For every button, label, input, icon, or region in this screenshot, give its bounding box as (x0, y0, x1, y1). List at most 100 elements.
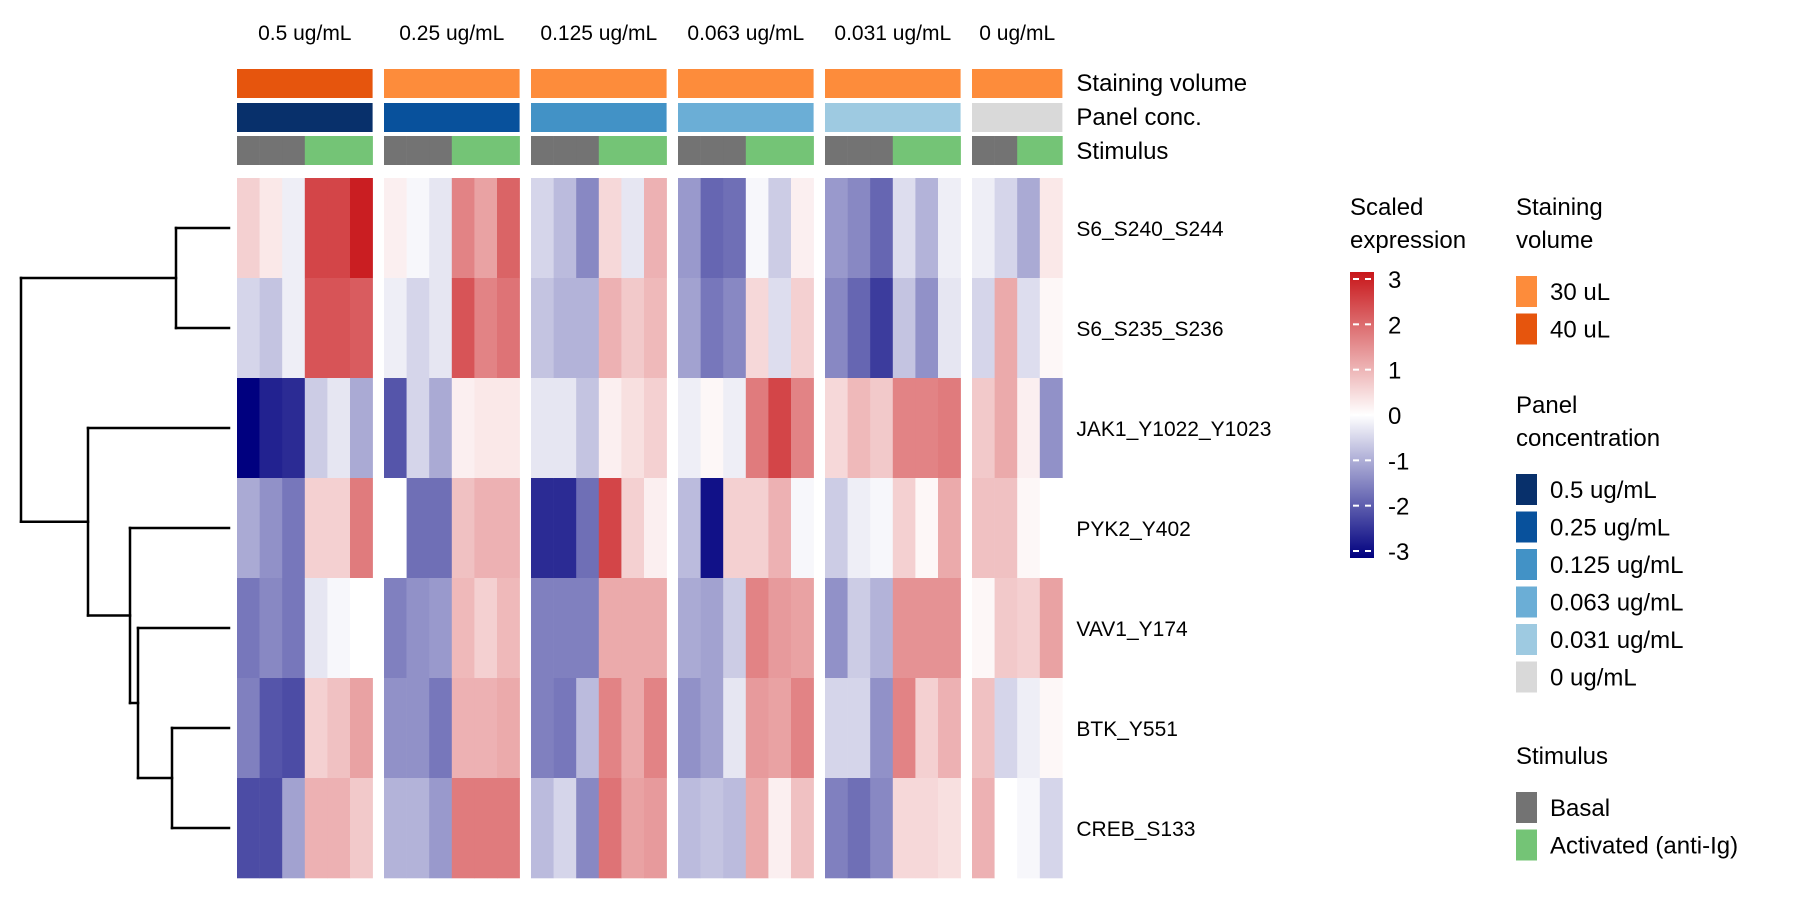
heatmap-cell (768, 778, 792, 879)
column-group-label: 0.031 ug/mL (834, 22, 951, 45)
color-legend: Scaled expression 3 2 1 0 -1 -2 -3 (1350, 194, 1466, 566)
heatmap-cell (994, 678, 1018, 779)
heatmap-cell (847, 578, 871, 679)
heatmap-cell (700, 678, 724, 779)
heatmap-cell (972, 278, 995, 379)
heatmap-cell (304, 478, 328, 579)
heatmap-cell (282, 578, 306, 679)
heatmap-cell (553, 178, 577, 279)
heatmap-cell (259, 578, 283, 679)
heatmap-cell (474, 778, 498, 879)
heatmap-cell (282, 678, 306, 779)
heatmap-cell (237, 478, 260, 579)
annotation-label: Staining volume (1076, 70, 1247, 97)
heatmap-cell (621, 278, 645, 379)
heatmap-cell (700, 778, 724, 879)
heatmap-cell (847, 778, 871, 879)
heatmap-cell (915, 578, 939, 679)
row-label: S6_S240_S244 (1076, 218, 1223, 241)
stimulus-bar-cell (282, 136, 306, 165)
heatmap-cell (972, 378, 995, 479)
legend-title: volume (1516, 227, 1593, 254)
heatmap-cell (621, 478, 645, 579)
heatmap-cell (451, 378, 475, 479)
staining-volume-bar (237, 69, 373, 98)
stimulus-bar-cell (531, 136, 554, 165)
heatmap-cell (723, 478, 747, 579)
heatmap-cell (553, 678, 577, 779)
heatmap-cell (825, 578, 848, 679)
stimulus-bar-cell (745, 136, 769, 165)
heatmap-cell (1017, 678, 1041, 779)
heatmap-cell (531, 578, 554, 679)
heatmap-cell (497, 378, 520, 479)
legend-swatch (1516, 474, 1537, 505)
heatmap-cell (723, 278, 747, 379)
heatmap-cell (938, 778, 961, 879)
heatmap-cell (745, 278, 769, 379)
heatmap-cell (644, 378, 667, 479)
heatmap-cell (598, 278, 622, 379)
heatmap-cell (915, 678, 939, 779)
heatmap-cell (237, 178, 260, 279)
heatmap-cell (972, 578, 995, 679)
heatmap-cell (870, 378, 894, 479)
heatmap-cell (892, 178, 916, 279)
heatmap-cell (259, 778, 283, 879)
legend-swatch (1516, 549, 1537, 580)
stimulus-bar-cell (1017, 136, 1041, 165)
legend-title: concentration (1516, 425, 1660, 452)
heatmap-cell (994, 278, 1018, 379)
heatmap-cell (474, 578, 498, 679)
heatmap-cell (768, 378, 792, 479)
stimulus-bar-cell (384, 136, 407, 165)
heatmap-cell (1017, 478, 1041, 579)
stimulus-bar-cell (892, 136, 916, 165)
heatmap-cell (327, 778, 351, 879)
heatmap-cell (678, 178, 701, 279)
heatmap-cell (723, 678, 747, 779)
heatmap-cell (1017, 778, 1041, 879)
heatmap-cell (429, 578, 453, 679)
heatmap-cell (598, 578, 622, 679)
column-group-label: 0.5 ug/mL (258, 22, 351, 45)
heatmap-cell (870, 178, 894, 279)
color-legend-tick-label: 1 (1388, 358, 1401, 385)
heatmap-cell (327, 178, 351, 279)
stimulus-bar-cell (847, 136, 871, 165)
heatmap-cell (621, 378, 645, 479)
heatmap-cell (429, 678, 453, 779)
legend-item-label: 40 uL (1550, 317, 1610, 344)
heatmap-cell (678, 678, 701, 779)
heatmap-cell (474, 378, 498, 479)
heatmap-cell (745, 478, 769, 579)
heatmap-cell (576, 578, 600, 679)
heatmap-cell (938, 178, 961, 279)
heatmap-cell (915, 478, 939, 579)
heatmap-cell (327, 478, 351, 579)
heatmap-cell (892, 378, 916, 479)
heatmap-cell (576, 478, 600, 579)
heatmap-cell (429, 378, 453, 479)
heatmap-cell (598, 678, 622, 779)
heatmap-cell (870, 678, 894, 779)
heatmap-cell (576, 678, 600, 779)
heatmap-cell (745, 578, 769, 679)
heatmap-cell (700, 578, 724, 679)
stimulus-bar-cell (259, 136, 283, 165)
heatmap-cell (892, 678, 916, 779)
staining-volume-bar (384, 69, 520, 98)
heatmap-cell (237, 278, 260, 379)
column-group-label: 0.125 ug/mL (540, 22, 657, 45)
heatmap-cell (678, 578, 701, 679)
heatmap-cell (259, 378, 283, 479)
heatmap-cell (791, 578, 814, 679)
heatmap-cell (576, 178, 600, 279)
heatmap-cell (723, 578, 747, 679)
legend-item-label: 0.125 ug/mL (1550, 552, 1683, 579)
heatmap-cell (1039, 678, 1063, 779)
heatmap-cell (304, 178, 328, 279)
heatmap-cell (791, 778, 814, 879)
heatmap-cell (531, 678, 554, 779)
heatmap-cell (259, 478, 283, 579)
